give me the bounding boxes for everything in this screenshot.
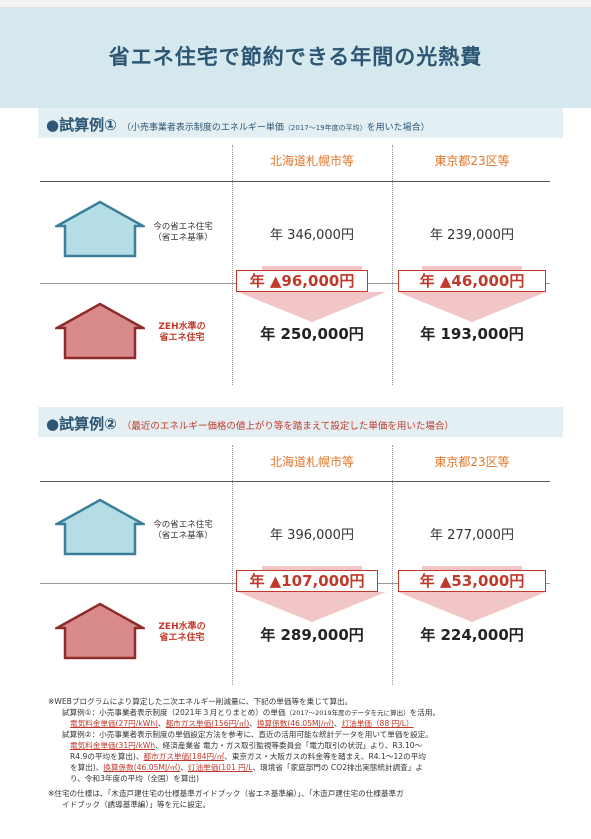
case2-tokyo-zeh: 年 224,000円	[420, 626, 524, 644]
footnote-5: 電気料金単価(31円/kWh、経済産業省 電力・ガス取引監視等委員会「電力取引の…	[70, 741, 423, 751]
footnote-3: 電気料金単価(27円/kWh)、都市ガス単価(156円/㎥)、換算係数(46.0…	[70, 719, 414, 729]
case1-tokyo-zeh: 年 193,000円	[420, 325, 524, 343]
case2-tokyo-saving: 年 ▲53,000円	[398, 570, 546, 592]
case2-col-sapporo: 北海道札幌市等	[269, 455, 354, 469]
case1-note-pre: （小売事業者表示制度のエネルギー単価	[121, 123, 284, 133]
case2-col-tokyo: 東京都23区等	[434, 455, 510, 469]
title-banner	[0, 8, 591, 108]
case2-house2-label: ZEH水準の 省エネ住宅	[158, 622, 206, 644]
footnote-7: を算出)、換算係数(46.05MJ/㎥)、灯油単価(101 円/L、環境省「家庭…	[70, 763, 423, 773]
case1-house1-label: 今の省エネ住宅 （省エネ基準）	[153, 222, 213, 243]
case2-house1-label: 今の省エネ住宅 （省エネ基準）	[153, 520, 213, 541]
case2-tokyo-current: 年 277,000円	[430, 528, 514, 543]
case2-sapporo-zeh: 年 289,000円	[260, 626, 364, 644]
case2-header: ●試算例② （最近のエネルギー価格の値上がり等を踏まえて設定した単価を用いた場合…	[38, 407, 563, 437]
house-red-icon	[55, 602, 145, 660]
footnote-6: R4.9の平均を算出)、都市ガス単価(184円/㎥、東京ガス・大阪ガスの料金等を…	[70, 752, 426, 762]
case1-tokyo-current: 年 239,000円	[430, 228, 514, 243]
house-blue-icon	[55, 498, 145, 556]
case1-sapporo-saving: 年 ▲96,000円	[236, 270, 368, 292]
top-strip	[0, 0, 591, 8]
case1-col-sapporo: 北海道札幌市等	[269, 154, 354, 168]
footnote-1: ※WEBプログラムにより算定した二次エネルギー削減量に、下記の単価等を乗じて算出…	[48, 697, 353, 706]
case2-sapporo-saving: 年 ▲107,000円	[236, 570, 378, 592]
case1-col-divider-1	[232, 145, 233, 385]
footnote-4: 試算例②：小売事業者表示制度の単価設定方法を参考に、直近の活用可能な統計データを…	[62, 730, 433, 740]
case1-divider-top	[40, 181, 550, 182]
case2-label: ●試算例②	[46, 415, 117, 433]
case1-header: ●試算例① （小売事業者表示制度のエネルギー単価（2017～19年度の平均）を用…	[38, 108, 563, 138]
case2-divider-top	[40, 481, 550, 482]
case1-label: ●試算例①	[46, 116, 117, 134]
case1-note-small: （2017～19年度の平均）	[283, 124, 367, 132]
case1-house2-label: ZEH水準の 省エネ住宅	[158, 322, 206, 344]
footnote-9: ※住宅の仕様は、「木造戸建住宅の仕様基準ガイドブック（省エネ基準編）」、「木造戸…	[48, 789, 404, 799]
case1-sapporo-current: 年 346,000円	[270, 228, 354, 243]
case2-col-divider-1	[232, 445, 233, 685]
page-title: 省エネ住宅で節約できる年間の光熱費	[108, 45, 483, 69]
case1-sapporo-zeh: 年 250,000円	[260, 325, 364, 343]
footnotes: ※WEBプログラムにより算定した二次エネルギー削減量に、下記の単価等を乗じて算出…	[48, 696, 568, 810]
case2-note: （最近のエネルギー価格の値上がり等を踏まえて設定した単価を用いた場合）	[121, 421, 454, 432]
house-red-icon	[55, 302, 145, 360]
footnote-10: イドブック（誘導基準編）」等を元に設定。	[62, 800, 211, 810]
footnote-2: 試算例①：小売事業者表示制度（2021年３月とりまとめ）の単価（2017～201…	[62, 708, 441, 717]
case2-col-divider-2	[392, 445, 393, 685]
house-blue-icon	[55, 200, 145, 258]
case2-sapporo-current: 年 396,000円	[270, 528, 354, 543]
case1-col-divider-2	[392, 145, 393, 385]
case1-note-post: を用いた場合）	[366, 123, 430, 133]
case1-tokyo-saving: 年 ▲46,000円	[398, 270, 546, 292]
case1-col-tokyo: 東京都23区等	[434, 154, 510, 168]
footnote-8: り、令和3年度の平均（全国）を算出)	[70, 774, 199, 784]
